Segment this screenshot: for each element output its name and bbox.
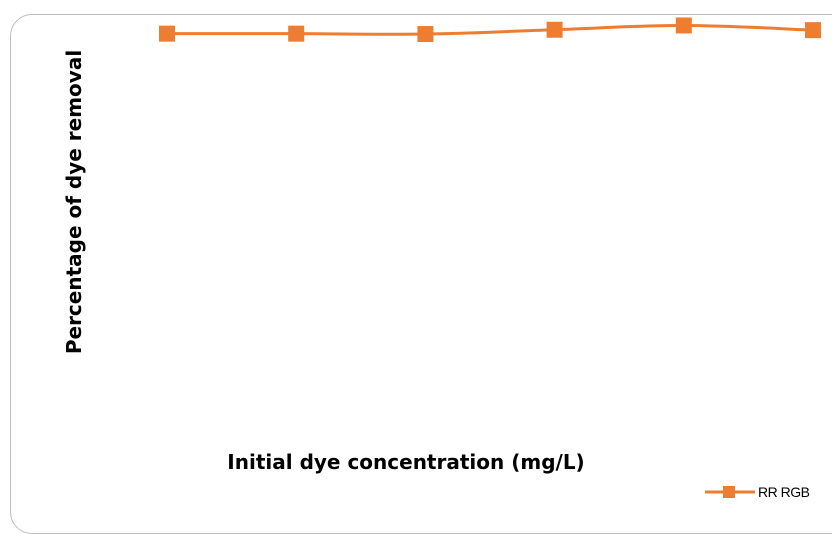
line-chart: Percentage of dye removal Initial dye co… (62, 17, 821, 500)
data-point-0-0 (159, 25, 175, 42)
legend-marker (723, 486, 735, 498)
data-point-0-3 (546, 21, 563, 38)
legend: RR RGB (705, 484, 810, 500)
data-point-0-2 (417, 26, 434, 43)
x-axis-label: Initial dye concentration (mg/L) (227, 450, 584, 474)
data-point-0-4 (675, 17, 692, 34)
data-point-0-1 (288, 25, 305, 42)
chart-frame (10, 14, 832, 534)
y-axis-label: Percentage of dye removal (62, 50, 86, 354)
data-point-0-5 (805, 22, 821, 39)
legend-label: RR RGB (758, 484, 810, 500)
series-layer (159, 17, 821, 43)
series-line-0 (166, 23, 814, 36)
